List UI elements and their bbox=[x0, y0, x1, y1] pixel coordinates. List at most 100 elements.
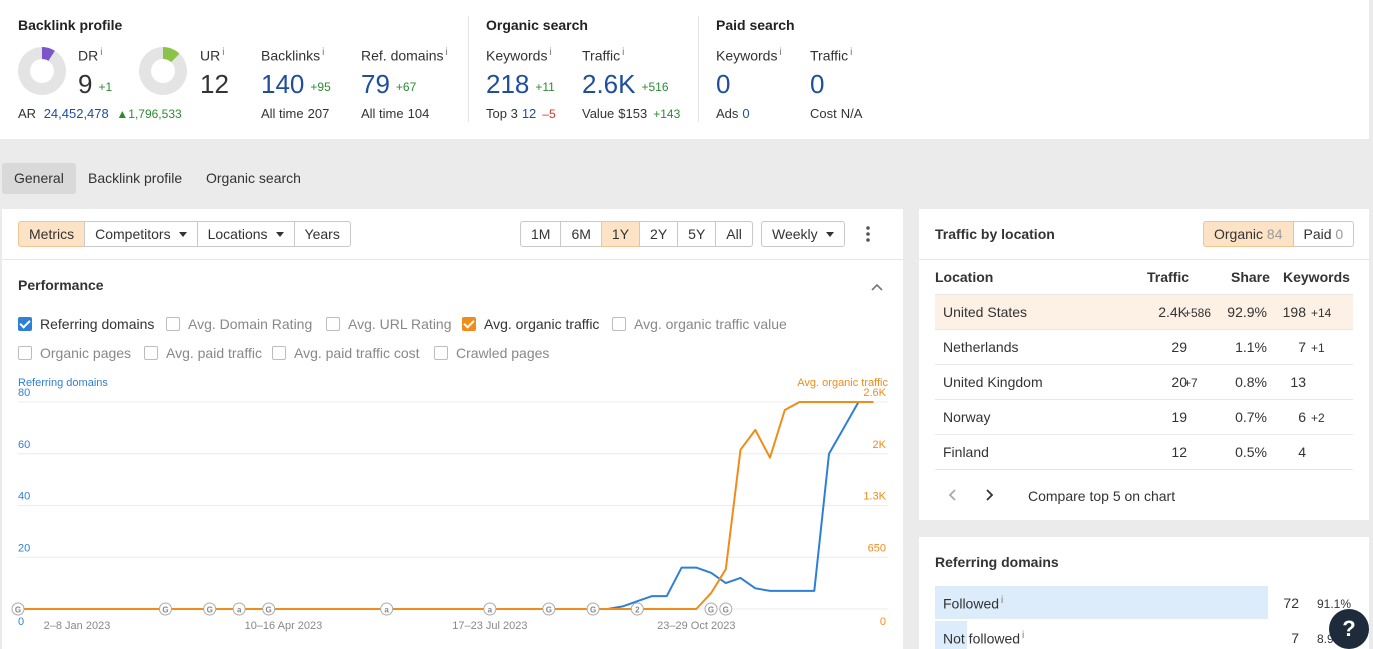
annotation-marker bbox=[380, 602, 394, 616]
help-button[interactable]: ? bbox=[1329, 609, 1369, 649]
location-row[interactable]: Netherlands 29 1.1% 7 +1 bbox=[935, 329, 1353, 364]
years-button[interactable]: Years bbox=[293, 221, 351, 247]
overview-stats: Backlink profile DR i 9 +1 UR i 12 AR 24,45… bbox=[0, 0, 1369, 139]
backlinks-alltime: All time 207 bbox=[261, 106, 330, 121]
metric-checkbox[interactable]: Crawled pages bbox=[434, 345, 549, 361]
location-row[interactable]: United Kingdom 20 +7 0.8% 13 bbox=[935, 364, 1353, 399]
annotation-label: G bbox=[207, 606, 213, 615]
interval-dropdown[interactable]: Weekly bbox=[761, 221, 845, 247]
metric-checkbox-label: Avg. paid traffic bbox=[166, 345, 262, 361]
metric-checkbox[interactable]: Avg. URL Rating bbox=[326, 316, 452, 332]
paid-traffic-value[interactable]: 0 bbox=[810, 69, 825, 99]
interval-group: Weekly bbox=[761, 221, 845, 247]
backlinks-label[interactable]: Backlinks i bbox=[261, 47, 325, 64]
column-share[interactable]: Share bbox=[1231, 269, 1270, 285]
top3-row: Top 3 12 –5 bbox=[486, 106, 556, 121]
column-traffic[interactable]: Traffic bbox=[1147, 269, 1190, 285]
divider bbox=[2, 259, 903, 260]
competitors-dropdown[interactable]: Competitors bbox=[84, 221, 198, 247]
location-name[interactable]: Norway bbox=[943, 409, 991, 425]
annotation-marker bbox=[704, 602, 718, 616]
metric-checkbox[interactable]: Avg. organic traffic value bbox=[612, 316, 787, 332]
annotation-label: G bbox=[723, 606, 729, 615]
dr-label[interactable]: DR i bbox=[78, 47, 103, 64]
location-row[interactable]: Norway 19 0.7% 6 +2 bbox=[935, 399, 1353, 434]
column-location[interactable]: Location bbox=[935, 269, 994, 285]
referring-domains-row[interactable]: Not followed i 7 8.9% bbox=[935, 621, 1353, 649]
chevron-right-icon[interactable] bbox=[985, 488, 995, 505]
metric-checkbox[interactable]: Avg. paid traffic cost bbox=[272, 345, 420, 361]
metric-checkbox-label: Avg. Domain Rating bbox=[188, 316, 313, 332]
paid-toggle[interactable]: Paid 0 bbox=[1292, 221, 1355, 247]
organic-traffic-label[interactable]: Traffic i bbox=[582, 47, 625, 64]
range-1m[interactable]: 1M bbox=[520, 221, 562, 247]
x-tick-label: 23–29 Oct 2023 bbox=[657, 620, 735, 632]
referring-domains-row[interactable]: Followed i 72 91.1% bbox=[935, 586, 1353, 621]
range-6m[interactable]: 6M bbox=[560, 221, 602, 247]
ref-domains-value[interactable]: 79 +67 bbox=[361, 69, 417, 99]
metric-checkbox[interactable]: Avg. paid traffic bbox=[144, 345, 262, 361]
share-value: 1.1% bbox=[1235, 339, 1267, 355]
keywords-value[interactable]: 7 bbox=[1298, 339, 1306, 355]
locations-dropdown[interactable]: Locations bbox=[196, 221, 295, 247]
keywords-value[interactable]: 198 bbox=[1282, 304, 1306, 320]
location-name[interactable]: United Kingdom bbox=[943, 374, 1043, 390]
divider bbox=[468, 16, 469, 122]
paid-keywords-label[interactable]: Keywords i bbox=[716, 47, 782, 64]
tab-backlink-profile[interactable]: Backlink profile bbox=[88, 170, 183, 186]
tab-organic-search[interactable]: Organic search bbox=[206, 170, 301, 186]
metrics-button[interactable]: Metrics bbox=[18, 221, 86, 247]
checkbox-checked-icon bbox=[18, 317, 32, 331]
count-value[interactable]: 7 bbox=[1291, 630, 1299, 646]
range-1y[interactable]: 1Y bbox=[600, 221, 641, 247]
chevron-down-icon bbox=[825, 232, 834, 237]
filter-toolbar: Metrics Competitors Locations Years bbox=[18, 221, 351, 247]
organic-keywords-value[interactable]: 218 +11 bbox=[486, 69, 555, 99]
traffic-value: 20 bbox=[1171, 374, 1187, 390]
organic-keywords-label[interactable]: Keywords i bbox=[486, 47, 552, 64]
range-all[interactable]: All bbox=[715, 221, 753, 247]
metric-checkbox[interactable]: Referring domains bbox=[18, 316, 154, 332]
chevron-down-icon bbox=[275, 232, 284, 237]
location-name[interactable]: United States bbox=[943, 304, 1028, 320]
organic-traffic-value[interactable]: 2.6K +516 bbox=[582, 69, 669, 99]
ur-label[interactable]: UR i bbox=[200, 47, 225, 64]
keywords-delta: +2 bbox=[1311, 411, 1325, 425]
more-options-icon[interactable] bbox=[864, 224, 872, 244]
metric-checkbox[interactable]: Organic pages bbox=[18, 345, 131, 361]
metric-checkbox[interactable]: Avg. organic traffic bbox=[462, 316, 599, 332]
organic-toggle[interactable]: Organic 84 bbox=[1203, 221, 1294, 247]
performance-chart: Referring domains Avg. organic traffic020… bbox=[11, 377, 888, 632]
column-keywords[interactable]: Keywords bbox=[1283, 269, 1350, 285]
compare-top5-link[interactable]: Compare top 5 on chart bbox=[1028, 488, 1176, 504]
backlinks-value[interactable]: 140 +95 bbox=[261, 69, 331, 99]
traffic-value: 29 bbox=[1171, 339, 1187, 355]
info-icon: i bbox=[779, 47, 782, 58]
info-icon: i bbox=[322, 47, 325, 58]
paid-traffic-label[interactable]: Traffic i bbox=[810, 47, 853, 64]
ref-domains-alltime: All time 104 bbox=[361, 106, 430, 121]
chevron-left-icon[interactable] bbox=[947, 488, 957, 505]
traffic-value: 19 bbox=[1171, 409, 1187, 425]
right-tick-label: 2K bbox=[873, 439, 887, 451]
keywords-value[interactable]: 6 bbox=[1298, 409, 1306, 425]
traffic-by-location-title: Traffic by location bbox=[935, 226, 1055, 242]
keywords-value[interactable]: 13 bbox=[1290, 374, 1306, 390]
location-row[interactable]: Finland 12 0.5% 4 bbox=[935, 434, 1353, 469]
tab-general[interactable]: General bbox=[2, 163, 76, 194]
count-value[interactable]: 72 bbox=[1283, 595, 1299, 611]
range-2y[interactable]: 2Y bbox=[639, 221, 679, 247]
collapse-chevron-icon[interactable] bbox=[870, 279, 884, 295]
dr-ring-chart bbox=[18, 47, 66, 95]
ref-domains-label[interactable]: Ref. domains i bbox=[361, 47, 448, 64]
location-name[interactable]: Netherlands bbox=[943, 339, 1019, 355]
annotation-marker bbox=[542, 602, 556, 616]
keywords-value[interactable]: 4 bbox=[1298, 444, 1306, 460]
location-name[interactable]: Finland bbox=[943, 444, 989, 460]
paid-keywords-value[interactable]: 0 bbox=[716, 69, 731, 99]
location-row[interactable]: United States 2.4K +586 92.9% 198 +14 bbox=[935, 294, 1353, 329]
metric-checkbox[interactable]: Avg. Domain Rating bbox=[166, 316, 312, 332]
traffic-value: 12 bbox=[1171, 444, 1187, 460]
share-value: 92.9% bbox=[1227, 304, 1267, 320]
range-5y[interactable]: 5Y bbox=[677, 221, 717, 247]
